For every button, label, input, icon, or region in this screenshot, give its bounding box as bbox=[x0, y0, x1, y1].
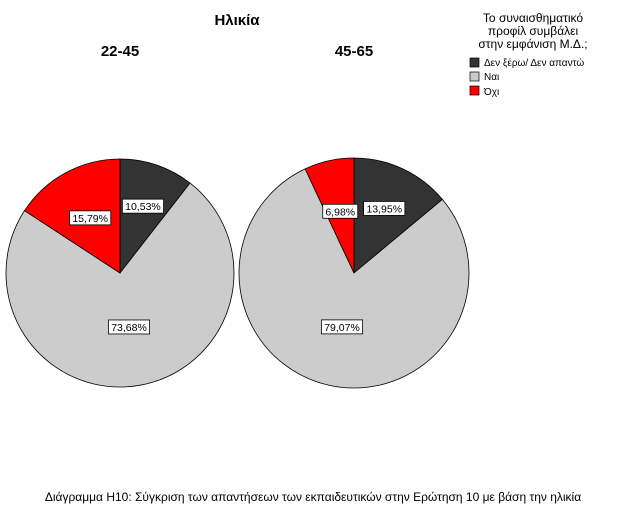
data-label-box bbox=[322, 203, 359, 219]
data-label-box bbox=[363, 201, 406, 216]
data-label-22-45-0: 10,53% bbox=[121, 198, 164, 214]
legend-swatch-no bbox=[469, 85, 480, 96]
panel-title-45-65: 45-65 bbox=[335, 43, 373, 60]
data-label-box bbox=[108, 319, 151, 335]
figure-caption: Διάγραμμα Η10: Σύγκριση των απαντήσεων τ… bbox=[44, 490, 582, 504]
legend-label-dont-know: Δεν ξέρω/ Δεν απαντώ bbox=[484, 57, 584, 69]
legend-label-yes: Ναι bbox=[484, 72, 499, 83]
legend-label-no: Όχι bbox=[483, 87, 499, 98]
chart-title: Ηλικία bbox=[214, 12, 260, 29]
legend-title-line-2: προφίλ συμβάλει bbox=[488, 24, 579, 38]
legend-swatch-yes bbox=[469, 71, 480, 82]
pie-panels: 10,53% 73,68% 15,79% 13,95% 79,07% 6,98% bbox=[5, 157, 470, 389]
data-label-box bbox=[69, 210, 112, 226]
data-label-text: 13,95% bbox=[366, 203, 402, 215]
pie-45-65: 13,95% 79,07% 6,98% bbox=[238, 157, 470, 389]
data-label-22-45-2: 15,79% bbox=[69, 210, 112, 226]
legend-title-line-3: στην εμφάνιση Μ.Δ.; bbox=[478, 37, 587, 51]
data-label-text: 73,68% bbox=[111, 322, 147, 334]
data-label-text: 6,98% bbox=[325, 206, 355, 218]
legend-title-line-1: Το συναισθηματικό bbox=[483, 11, 583, 25]
data-label-box bbox=[321, 319, 364, 335]
data-label-45-65-0: 13,95% bbox=[363, 201, 406, 216]
data-label-45-65-1: 79,07% bbox=[321, 319, 364, 335]
pie-slice-45-65-1 bbox=[238, 168, 470, 389]
data-label-45-65-2: 6,98% bbox=[322, 203, 359, 219]
pie-22-45: 10,53% 73,68% 15,79% bbox=[5, 158, 235, 388]
pie-slice-22-45-1 bbox=[5, 182, 235, 388]
data-label-22-45-1: 73,68% bbox=[108, 319, 151, 335]
panel-title-22-45: 22-45 bbox=[101, 43, 139, 60]
legend-swatch-dont-know bbox=[469, 57, 480, 68]
pie-slice-22-45-0 bbox=[119, 158, 191, 275]
data-label-box bbox=[121, 198, 164, 214]
data-label-text: 79,07% bbox=[324, 322, 360, 334]
legend: Το συναισθηματικό προφίλ συμβάλει στην ε… bbox=[469, 11, 588, 98]
data-label-text: 15,79% bbox=[72, 213, 108, 225]
data-label-text: 10,53% bbox=[125, 201, 161, 213]
